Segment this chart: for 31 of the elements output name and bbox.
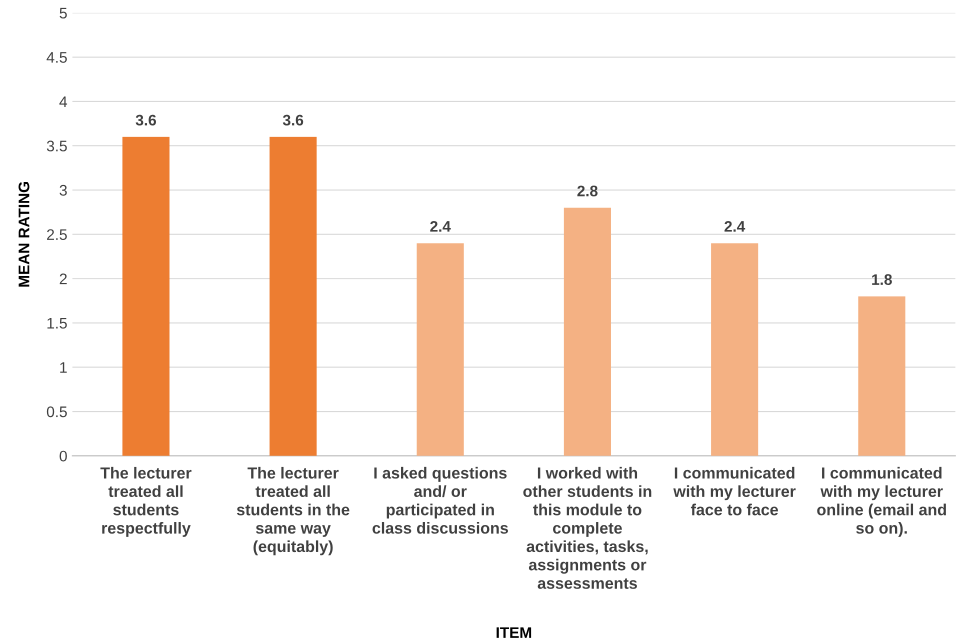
y-tick-label: 3: [60, 184, 67, 196]
y-tick-label: 2.5: [47, 229, 67, 240]
x-tick-label: I communicated with my lecturer online (email and so on).: [817, 466, 946, 537]
y-tick-label: 1.5: [47, 318, 67, 329]
y-tick-label: 1: [60, 362, 67, 373]
data-label: 3.6: [136, 114, 156, 126]
data-label: 2.4: [724, 221, 746, 232]
bar: [711, 243, 758, 456]
x-tick-label: I asked questions and/ or participated in class discussions: [372, 466, 508, 534]
data-label: 2.4: [430, 221, 451, 232]
y-axis-title: MEAN RATING: [18, 182, 30, 287]
bar: [416, 243, 464, 456]
y-tick-label: 4: [59, 96, 68, 107]
y-tick-label: 5: [60, 8, 67, 19]
data-label: 1.8: [872, 274, 892, 285]
x-axis-title: ITEM: [496, 627, 532, 638]
bar: [858, 296, 906, 456]
x-tick-label: The lecturer treated all students respectfully: [100, 466, 192, 537]
x-tick-label: The lecturer treated all students in the same way (equitably): [236, 466, 350, 556]
bar: [122, 136, 170, 456]
data-label: 2.8: [577, 186, 598, 196]
x-tick-label: I communicated with my lecturer face to face: [673, 466, 796, 516]
data-label: 3.6: [282, 114, 304, 126]
y-tick-label: 0: [60, 450, 67, 462]
x-tick-label: I worked with other students in this module to complete activities, tasks, assignments or assessments: [523, 466, 652, 589]
y-tick-label: 2: [60, 273, 67, 284]
y-tick-label: 4.5: [46, 52, 67, 63]
bar: [270, 136, 317, 456]
y-tick-label: 3.5: [46, 140, 67, 152]
bar: [564, 208, 611, 456]
y-tick-label: 0.5: [46, 406, 67, 418]
